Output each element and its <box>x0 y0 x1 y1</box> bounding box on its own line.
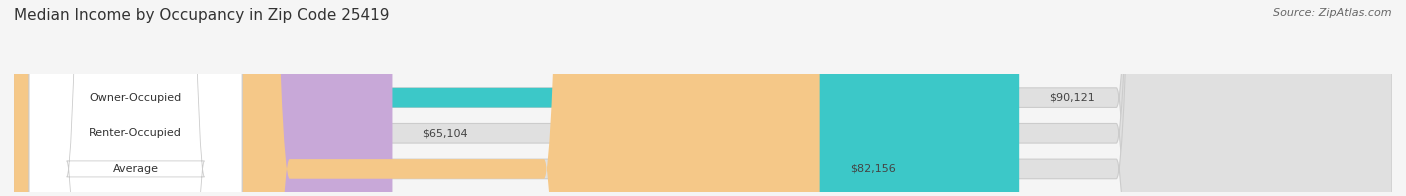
FancyBboxPatch shape <box>30 0 242 196</box>
Text: Renter-Occupied: Renter-Occupied <box>89 128 181 138</box>
Text: Source: ZipAtlas.com: Source: ZipAtlas.com <box>1274 8 1392 18</box>
Text: $90,121: $90,121 <box>1049 93 1095 103</box>
FancyBboxPatch shape <box>14 0 1392 196</box>
Text: Owner-Occupied: Owner-Occupied <box>90 93 181 103</box>
FancyBboxPatch shape <box>14 0 1392 196</box>
Text: Average: Average <box>112 164 159 174</box>
FancyBboxPatch shape <box>14 0 1019 196</box>
Text: $65,104: $65,104 <box>423 128 468 138</box>
FancyBboxPatch shape <box>14 0 1392 196</box>
FancyBboxPatch shape <box>30 0 242 196</box>
Text: Median Income by Occupancy in Zip Code 25419: Median Income by Occupancy in Zip Code 2… <box>14 8 389 23</box>
FancyBboxPatch shape <box>30 0 242 196</box>
FancyBboxPatch shape <box>14 0 820 196</box>
Text: $82,156: $82,156 <box>849 164 896 174</box>
FancyBboxPatch shape <box>14 0 392 196</box>
